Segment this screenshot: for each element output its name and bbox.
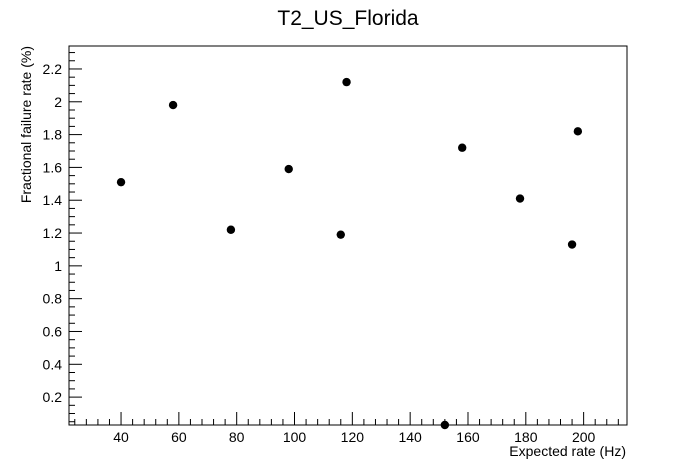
- x-tick-label: 160: [456, 429, 480, 445]
- data-point: [342, 77, 351, 87]
- y-tick-label: 1: [54, 258, 62, 274]
- y-tick-label: 0.2: [43, 389, 63, 405]
- y-tick-label: 1.4: [43, 192, 63, 208]
- data-point: [458, 143, 467, 152]
- x-axis-tick-labels: 40 60 80 100 120 140 160 180 200: [113, 429, 595, 445]
- data-points: [116, 77, 583, 430]
- y-tick-label: 0.8: [43, 291, 63, 307]
- data-point: [573, 127, 583, 136]
- x-tick-label: 200: [572, 429, 596, 445]
- data-point: [226, 225, 236, 234]
- y-tick-label: 0.4: [43, 356, 63, 372]
- x-tick-label: 60: [171, 429, 187, 445]
- plot-frame: [68, 45, 628, 426]
- y-tick-label: 2.2: [43, 61, 63, 77]
- data-point: [284, 164, 293, 174]
- x-axis-label: Expected rate (Hz): [509, 443, 626, 459]
- x-tick-label: 180: [514, 429, 538, 445]
- chart-title: T2_US_Florida: [277, 7, 419, 30]
- x-tick-label: 80: [229, 429, 245, 445]
- x-axis-ticks: [74, 412, 619, 425]
- y-axis-ticks: [69, 52, 82, 423]
- data-point: [168, 100, 178, 110]
- y-axis-label: Fractional failure rate (%): [18, 46, 34, 203]
- y-tick-label: 1.8: [43, 127, 63, 143]
- x-tick-label: 40: [113, 429, 129, 445]
- data-point: [440, 420, 450, 430]
- data-point: [567, 240, 577, 249]
- y-tick-label: 0.6: [43, 323, 63, 339]
- data-point: [515, 194, 525, 203]
- y-tick-label: 2: [54, 94, 62, 110]
- y-tick-label: 1.6: [43, 159, 63, 175]
- x-tick-label: 120: [341, 429, 365, 445]
- y-tick-label: 1.2: [43, 225, 63, 241]
- data-point: [116, 177, 126, 187]
- x-tick-label: 100: [283, 429, 307, 445]
- y-axis-tick-labels: 0.2 0.4 0.6 0.8 1 1.2 1.4 1.6 1.8 2 2.2: [43, 61, 63, 405]
- data-point: [336, 230, 345, 239]
- x-tick-label: 140: [398, 429, 422, 445]
